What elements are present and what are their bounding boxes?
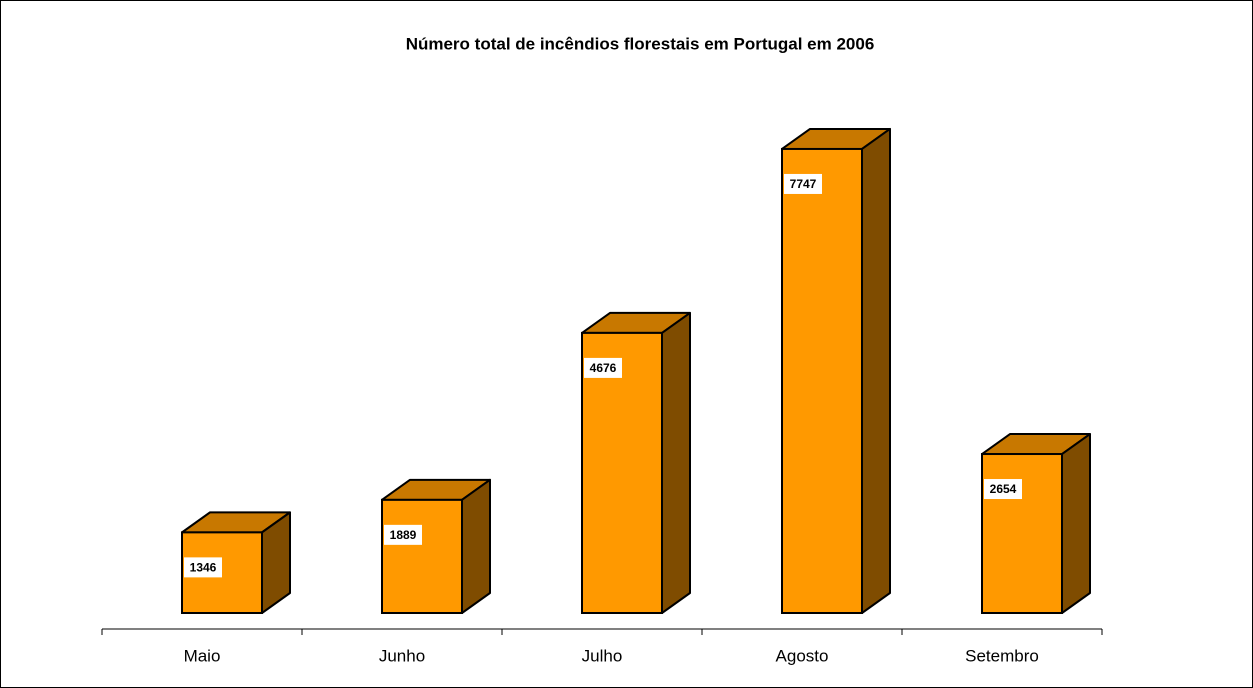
bar — [581, 331, 663, 614]
bar-side — [661, 311, 691, 614]
value-label-box — [784, 173, 822, 194]
bar-side — [461, 478, 491, 614]
bar — [981, 453, 1063, 614]
value-label-box — [584, 357, 622, 378]
bar-side — [861, 127, 891, 614]
bar — [781, 147, 863, 614]
x-tick-label: Setembro — [965, 646, 1039, 665]
x-tick-label: Maio — [184, 646, 221, 665]
chart-title: Número total de incêndios florestais em … — [406, 34, 875, 53]
value-label-box — [184, 557, 222, 578]
value-label-box — [984, 479, 1022, 500]
x-tick-label: Agosto — [776, 646, 829, 665]
x-tick-label: Junho — [379, 646, 425, 665]
value-label: 1889 — [390, 528, 417, 542]
bar-side — [1061, 433, 1091, 614]
x-tick-label: Julho — [582, 646, 623, 665]
value-label: 4676 — [590, 361, 617, 375]
value-label: 1346 — [190, 561, 217, 575]
value-label: 7747 — [790, 177, 817, 191]
value-label: 2654 — [990, 482, 1017, 496]
bar — [381, 498, 463, 615]
value-label-box — [384, 524, 422, 545]
